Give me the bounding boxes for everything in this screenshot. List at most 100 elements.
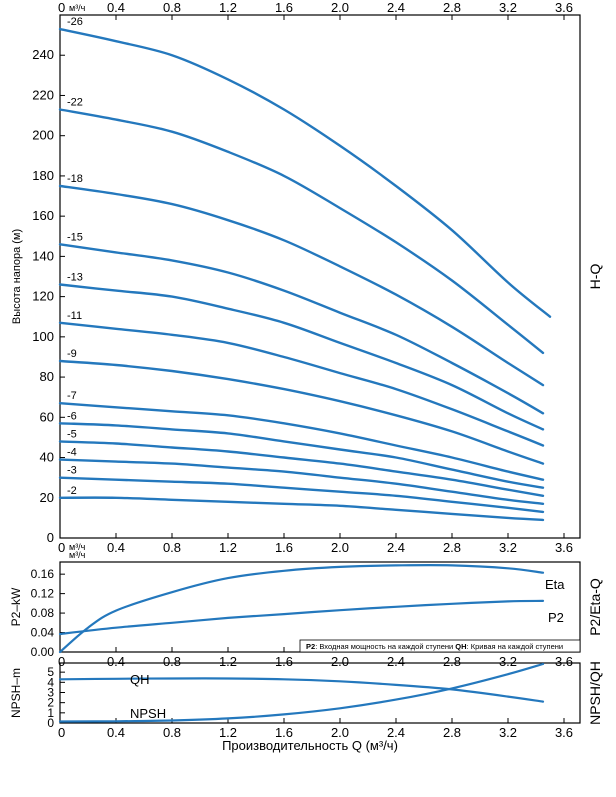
x-tick-label: 3.2 [499,540,517,555]
y-tick-label: 200 [32,128,54,143]
x-tick-label: 0.8 [163,654,181,669]
note-part: : Входная мощность на каждой ступени [315,642,455,651]
x-tick-label: 1.6 [275,654,293,669]
x-tick-label: 0 [58,540,65,555]
x-unit-label: м³/ч [69,3,86,13]
series-label: -13 [67,272,83,284]
series-label: -11 [67,310,82,322]
y-tick-label: 2 [47,696,54,710]
x-tick-label: 2.4 [387,654,405,669]
x-tick-label: 0 [58,725,65,740]
x-tick-label: 2.8 [443,0,461,15]
y-axis-label: NPSH–m [9,668,23,718]
x-tick-label: 1.6 [275,0,293,15]
x-tick-label: 0.4 [107,540,125,555]
note-part: : Кривая на каждой ступени [467,642,564,651]
x-tick-label: 3.2 [499,654,517,669]
x-tick-label: 1.2 [219,725,237,740]
x-tick-label: 3.2 [499,0,517,15]
series-label: -15 [67,231,83,243]
y-tick-label: 0.04 [31,626,55,640]
x-tick-label: 2.0 [331,725,349,740]
note-text: P2: Входная мощность на каждой ступени Q… [306,642,563,651]
side-panel-label: NPSH/QH [587,661,603,725]
x-tick-label: 3.6 [555,0,573,15]
x-tick-label: 0.4 [107,0,125,15]
x-unit-label: м³/ч [69,542,86,552]
series-line [58,184,545,387]
series-label: Eta [545,577,565,592]
x-tick-label: 2.8 [443,725,461,740]
p2-eta-panel: 0.00 0.04 0.08 0.12 0.16 0 0.4 0.8 1.2 1.6 2.0 2.4 2… [9,550,603,669]
series-line [58,677,545,703]
series-line [58,476,545,514]
series-label: P2 [548,610,564,625]
x-tick-label: 0 [58,0,65,15]
y-axis-label: P2–kW [9,587,23,626]
x-unit-label: м³/ч [69,550,86,560]
x-tick-label: 0.8 [163,725,181,740]
x-tick-label: 0.8 [163,540,181,555]
y-tick-label: 3 [47,685,54,699]
y-tick-label: 60 [40,409,54,424]
series-label: -18 [67,173,83,185]
series-line [58,564,545,654]
series-line [58,321,545,447]
x-tick-label: 2.8 [443,654,461,669]
x-tick-label: 3.6 [555,654,573,669]
note-part: P2 [306,642,315,651]
series-label: -5 [67,428,77,440]
y-tick-label: 240 [32,47,54,62]
series-label: -9 [67,348,77,360]
y-tick-label: 140 [32,248,54,263]
y-tick-label: 1 [47,706,54,720]
y-tick-label: 100 [32,329,54,344]
series-line [58,440,545,497]
y-tick-label: 0.08 [31,606,55,620]
plot-frame [59,662,581,724]
series-label: -6 [67,410,77,422]
y-tick-label: 4 [47,675,54,689]
x-tick-label: 1.2 [219,540,237,555]
series-label: -26 [67,16,83,28]
x-tick-label: 3.6 [555,540,573,555]
x-tick-label: 2.0 [331,654,349,669]
series-line [58,359,545,465]
y-tick-label: 0.12 [31,587,55,601]
y-tick-label: 0 [47,530,54,545]
series-label: QH [130,672,150,687]
hq-panel: 020406080100120140160180200220240000.40.… [11,0,603,555]
y-tick-label: 0 [47,716,54,730]
note-part: QH [455,642,466,651]
x-tick-label: 3.2 [499,725,517,740]
y-tick-label: 0.16 [31,567,55,581]
note-box [299,639,581,653]
x-tick-label: 1.2 [219,0,237,15]
y-tick-label: 0.00 [31,645,55,659]
series-line [58,458,545,505]
x-tick-label: 2.4 [387,540,405,555]
series-line [58,422,545,489]
series-line [58,496,545,522]
x-tick-label: 2.8 [443,540,461,555]
x-tick-label: 3.6 [555,725,573,740]
series-line [58,402,545,481]
y-tick-label: 80 [40,369,54,384]
series-line [58,27,552,318]
y-tick-label: 220 [32,87,54,102]
plot-frame [59,561,581,653]
series-label: -7 [67,390,77,402]
series-label: -3 [67,465,77,477]
side-panel-label: H-Q [587,264,603,290]
y-tick-label: 160 [32,208,54,223]
x-tick-label: 1.6 [275,725,293,740]
x-tick-label: 0.4 [107,654,125,669]
series-label: -2 [67,485,77,497]
plot-frame [59,14,581,539]
series-line [58,662,545,723]
x-axis-label: Производительность Q (м³/ч) [222,738,398,753]
x-tick-label: 1.6 [275,540,293,555]
series-line [58,599,545,636]
